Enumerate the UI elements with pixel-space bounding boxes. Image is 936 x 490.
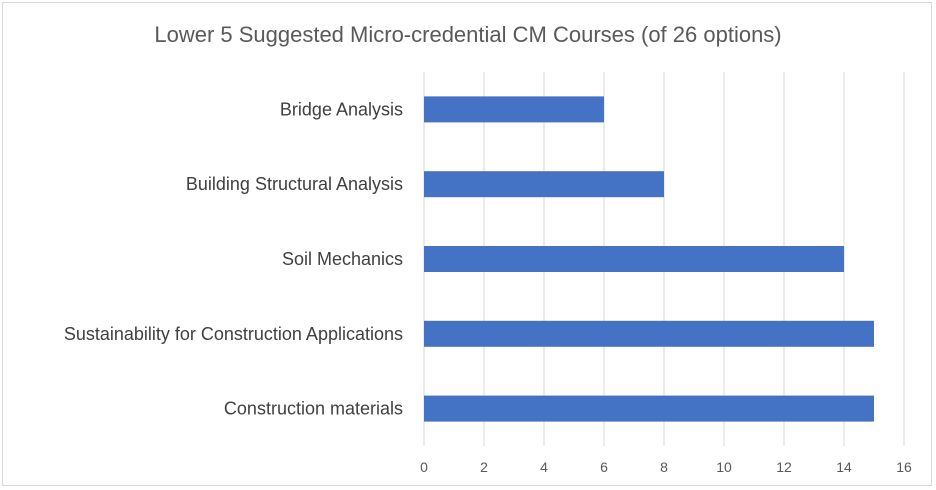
bar — [424, 246, 844, 272]
x-tick-label: 6 — [600, 459, 608, 475]
category-label: Sustainability for Construction Applicat… — [64, 324, 403, 344]
category-labels: Bridge Analysis Building Structural Analy… — [64, 99, 403, 418]
bars — [424, 96, 874, 422]
x-tick-label: 14 — [836, 459, 852, 475]
x-tick-label: 2 — [480, 459, 488, 475]
category-label: Building Structural Analysis — [186, 174, 403, 194]
x-tick-label: 4 — [540, 459, 548, 475]
chart-title: Lower 5 Suggested Micro-credential CM Co… — [154, 22, 781, 47]
x-tick-labels: 0 2 4 6 8 10 12 14 16 — [420, 459, 912, 475]
bar — [424, 171, 664, 198]
bar — [424, 96, 604, 123]
category-label: Construction materials — [224, 399, 403, 419]
category-label: Soil Mechanics — [282, 249, 403, 269]
bar — [424, 320, 874, 347]
x-tick-label: 0 — [420, 459, 428, 475]
x-tick-label: 8 — [660, 459, 668, 475]
x-tick-label: 16 — [896, 459, 912, 475]
x-tick-label: 10 — [716, 459, 732, 475]
category-label: Bridge Analysis — [280, 99, 403, 119]
bar — [424, 395, 874, 422]
x-tick-label: 12 — [776, 459, 792, 475]
